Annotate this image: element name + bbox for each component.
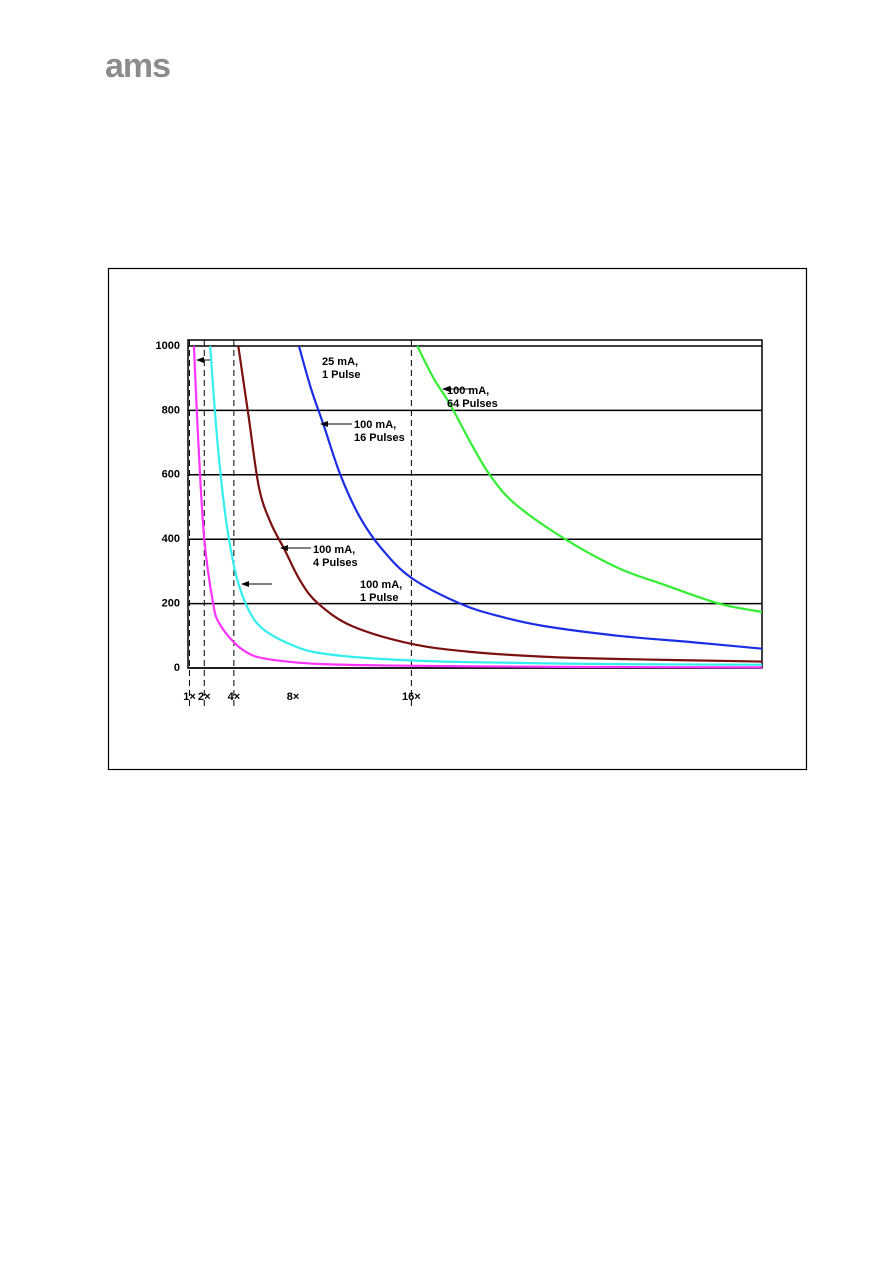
logo: ams — [105, 47, 170, 85]
chart-frame — [107, 267, 808, 771]
y-tick-label: 400 — [162, 533, 180, 545]
annotation-text: 100 mA, — [354, 419, 396, 431]
annotation-text: 16 Pulses — [354, 432, 405, 444]
y-tick-label: 600 — [162, 469, 180, 481]
annotation-text: 1 Pulse — [322, 369, 361, 381]
series-group — [192, 345, 762, 669]
annotation-text: 25 mA, — [322, 356, 358, 368]
annotation-text: 100 mA, — [447, 385, 489, 397]
x-tick-label: 16× — [402, 691, 421, 703]
annotation-text: 100 mA, — [360, 579, 402, 591]
series-line — [237, 345, 762, 663]
x-tick-label: 8× — [287, 691, 300, 703]
annotation-text: 64 Pulses — [447, 398, 498, 410]
y-tick-label: 1000 — [156, 340, 180, 352]
x-tick-label: 1× — [183, 691, 196, 703]
y-tick-label: 0 — [174, 662, 180, 674]
x-tick-label: 2× — [198, 691, 211, 703]
y-tick-label: 200 — [162, 598, 180, 610]
y-tick-label: 800 — [162, 404, 180, 416]
annotation-text: 4 Pulses — [313, 557, 358, 569]
series-line — [416, 345, 762, 614]
series-line — [192, 345, 762, 669]
series-line — [209, 345, 762, 666]
annotation-text: 100 mA, — [313, 544, 355, 556]
annotation-text: 1 Pulse — [360, 592, 399, 604]
x-tick-label: 4× — [228, 691, 241, 703]
